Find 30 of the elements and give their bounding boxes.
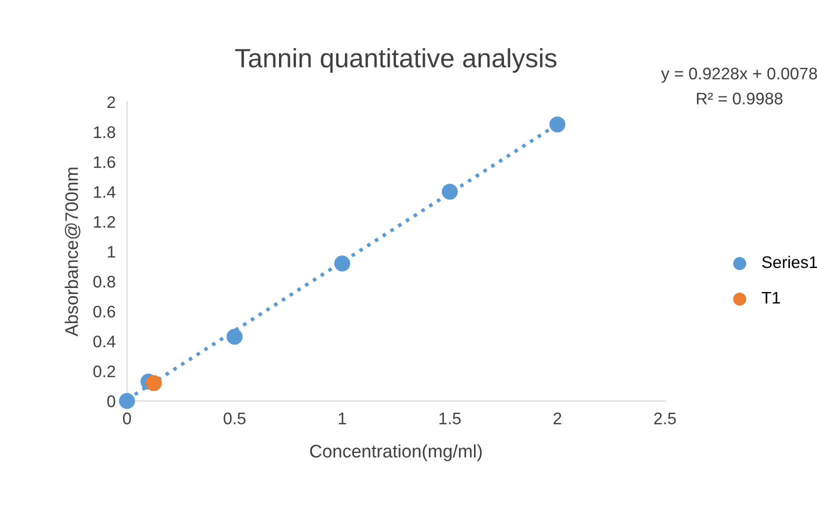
y-tick-label: 0.2 <box>93 366 116 378</box>
y-tick-label: 0.4 <box>93 336 116 348</box>
chart-title: Tannin quantitative analysis <box>235 48 556 73</box>
x-tick-label: 2 <box>554 412 562 424</box>
y-axis-title: Absorbance@700nm <box>64 168 80 336</box>
x-tick-label: 1.5 <box>439 412 461 424</box>
y-tick-label: 0 <box>107 395 116 408</box>
point <box>549 116 566 132</box>
legend-label: Series1 <box>762 256 817 268</box>
x-tick-label: 1 <box>338 412 346 424</box>
y-tick-label: 1.2 <box>94 216 116 228</box>
point <box>119 393 135 409</box>
y-tick-label: 1 <box>108 246 116 258</box>
point <box>226 328 243 345</box>
y-tick-label: 2 <box>107 96 116 108</box>
text: R² = 0.9988 <box>696 92 782 104</box>
y-tick-label: 0.8 <box>93 276 116 288</box>
y-tick-label: 1.4 <box>94 186 116 198</box>
y-tick-label: 0.6 <box>93 306 116 318</box>
x-tick-label: 2.5 <box>654 412 676 424</box>
x-tick-label: 0.5 <box>224 412 246 424</box>
text: y = 0.9228x + 0.0078 <box>661 68 817 83</box>
x-tick-label: 0 <box>123 412 131 424</box>
y-tick-label: 1.8 <box>94 126 116 138</box>
point <box>442 184 458 200</box>
legend-label: T1 <box>762 292 780 304</box>
x-axis-title: Concentration(mg/ml) <box>310 444 482 462</box>
point <box>146 375 162 392</box>
y-tick-label: 1.6 <box>94 156 116 168</box>
point <box>334 255 350 272</box>
